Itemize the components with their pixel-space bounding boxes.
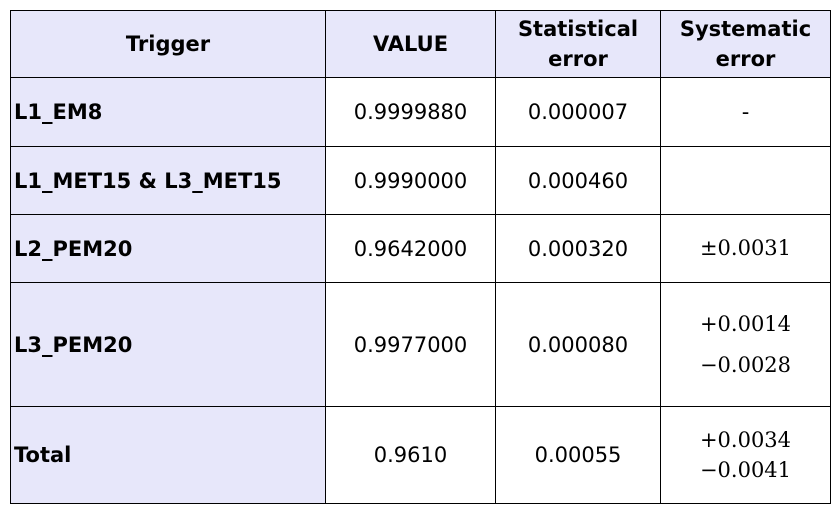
header-row: Trigger VALUE Statistical error Systemat…: [10, 10, 831, 78]
header-systematic-error: Systematic error: [660, 10, 831, 78]
value-cell: 0.9999880: [325, 77, 496, 147]
sys-error-cell: +0.0014 −0.0028: [660, 282, 831, 407]
stat-error-cell: 0.000007: [495, 77, 661, 147]
table-row: L1_MET15 & L3_MET15 0.9990000 0.000460: [10, 146, 831, 215]
value-cell: 0.9977000: [325, 282, 496, 407]
trigger-name: L1_EM8: [10, 77, 326, 147]
sys-error-cell: ±0.0031: [660, 214, 831, 283]
sys-error-lower: −0.0041: [699, 457, 792, 482]
trigger-name: L2_PEM20: [10, 214, 326, 283]
header-statistical-error: Statistical error: [495, 10, 661, 78]
trigger-name: L3_PEM20: [10, 282, 326, 407]
value-cell: 0.9610: [325, 406, 496, 504]
table-row: L3_PEM20 0.9977000 0.000080 +0.0014 −0.0…: [10, 282, 831, 407]
table-row: Total 0.9610 0.00055 +0.0034 −0.0041: [10, 406, 831, 504]
trigger-name: L1_MET15 & L3_MET15: [10, 146, 326, 215]
sys-error-upper: +0.0034: [699, 427, 792, 452]
stat-error-cell: 0.00055: [495, 406, 661, 504]
stat-error-cell: 0.000460: [495, 146, 661, 215]
sys-error-cell: +0.0034 −0.0041: [660, 406, 831, 504]
header-value: VALUE: [325, 10, 496, 78]
value-cell: 0.9642000: [325, 214, 496, 283]
header-trigger: Trigger: [10, 10, 326, 78]
stat-error-cell: 0.000320: [495, 214, 661, 283]
sys-error-cell: [660, 146, 831, 215]
trigger-efficiency-table: Trigger VALUE Statistical error Systemat…: [10, 10, 831, 504]
table-row: L1_EM8 0.9999880 0.000007 -: [10, 77, 831, 147]
sys-error-upper: +0.0014: [699, 311, 792, 336]
value-cell: 0.9990000: [325, 146, 496, 215]
sys-error-cell: -: [660, 77, 831, 147]
trigger-name: Total: [10, 406, 326, 504]
sys-error-lower: −0.0028: [699, 352, 792, 377]
table-row: L2_PEM20 0.9642000 0.000320 ±0.0031: [10, 214, 831, 283]
stat-error-cell: 0.000080: [495, 282, 661, 407]
